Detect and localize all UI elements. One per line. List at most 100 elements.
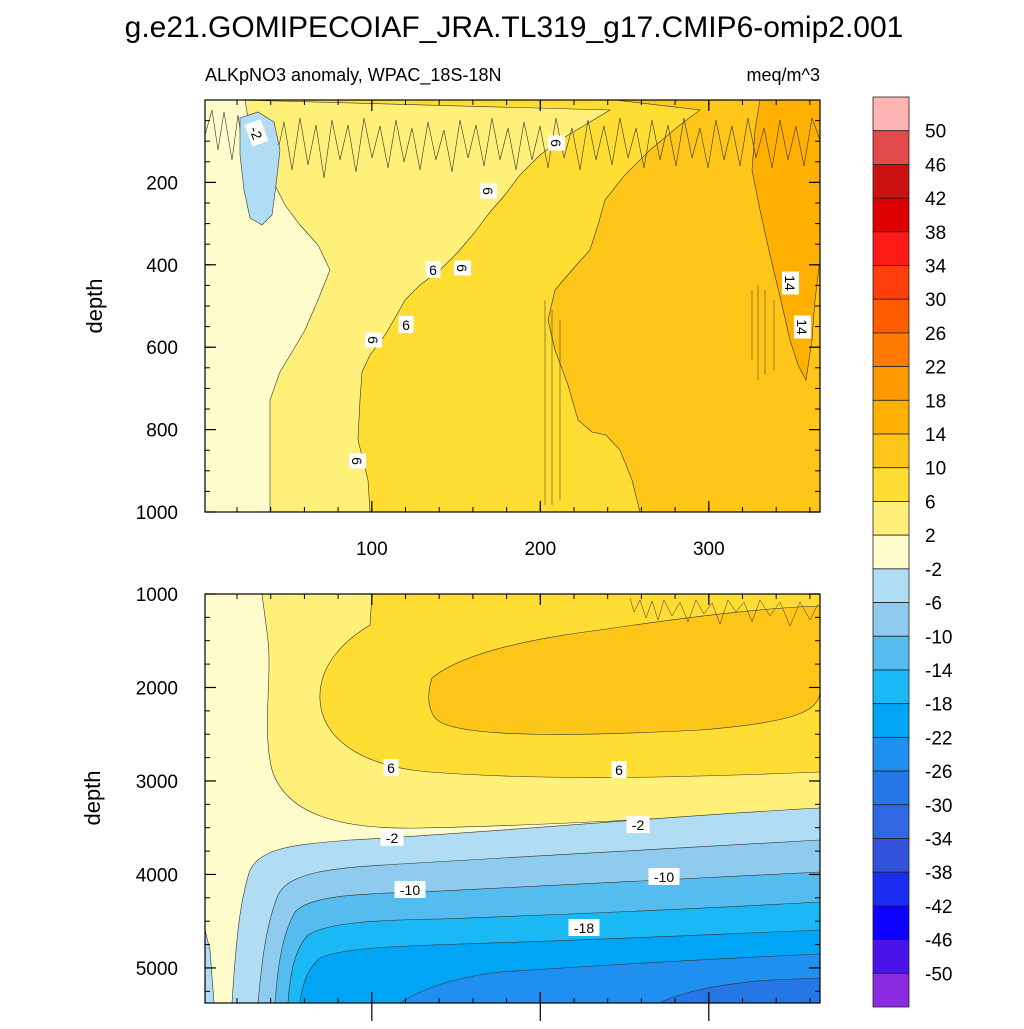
colorbar-box — [872, 770, 910, 806]
colorbar-level-label: -50 — [925, 964, 952, 985]
contour-label-text: 6 — [402, 317, 410, 333]
figure-title: g.e21.GOMIPECOIAF_JRA.TL319_g17.CMIP6-om… — [125, 11, 904, 44]
y-tick-label: 1000 — [136, 503, 178, 524]
colorbar-level-label: 38 — [925, 223, 946, 244]
lower-surface-noise — [629, 597, 819, 627]
colorbar-box — [872, 366, 910, 401]
y-tick-label: 1000 — [136, 585, 178, 606]
upper-surface-noise — [205, 109, 820, 179]
colorbar-level-label: 14 — [925, 425, 947, 446]
colorbar-level-label: 10 — [925, 459, 946, 480]
colorbar-box — [872, 433, 910, 469]
contour-label-text: -2 — [246, 124, 265, 141]
colorbar-box — [872, 736, 910, 772]
contour-label-bg — [480, 183, 497, 199]
colorbar-box — [872, 265, 910, 300]
contour-label: -18 — [568, 919, 600, 936]
y-tick-label: 600 — [146, 338, 178, 359]
contour-label-bg — [394, 881, 426, 898]
colorbar-level-label: -22 — [925, 728, 952, 749]
contour-label-bg — [454, 260, 471, 276]
contour-label-text: 6 — [454, 264, 470, 272]
contour-label-bg — [349, 453, 366, 469]
colorbar-level-label: 2 — [925, 526, 936, 547]
colorbar-level-label: -42 — [925, 897, 952, 918]
contour-label-text: -18 — [574, 920, 594, 936]
contour-label-text: -10 — [400, 882, 420, 898]
colorbar-level-label: 50 — [925, 122, 946, 143]
colorbar-level-label: 18 — [925, 391, 946, 412]
colorbar-level-label: -6 — [925, 594, 942, 615]
colorbar-box — [872, 871, 910, 907]
contour-label-text: -2 — [386, 830, 399, 846]
contour-label-text: 6 — [387, 760, 395, 776]
colorbar-box — [872, 501, 910, 536]
units-label: meq/m^3 — [747, 65, 820, 85]
lower-y-axis-label: depth — [80, 770, 105, 825]
colorbar-box — [872, 332, 910, 368]
contour-label: -2 — [244, 119, 269, 147]
upper-fill-10to14 — [547, 100, 820, 512]
colorbar-level-label: 26 — [925, 324, 946, 345]
lower-plot-frame — [204, 593, 821, 1004]
contour-label: 6 — [365, 332, 382, 348]
y-tick-label: 5000 — [136, 959, 178, 980]
upper-fill-14to18 — [751, 100, 820, 381]
contour-label-text: 6 — [365, 336, 381, 344]
colorbar-level-label: -10 — [925, 627, 952, 648]
y-tick-label: 800 — [146, 421, 178, 442]
upper-y-axis-label: depth — [82, 278, 107, 333]
contour-label: 6 — [398, 316, 414, 333]
contour-label-text: 14 — [794, 319, 810, 335]
contour-label: -2 — [626, 816, 650, 833]
contour-label-bg — [648, 868, 680, 885]
colorbar-level-label: -30 — [925, 796, 952, 817]
colorbar-box — [872, 905, 910, 940]
colorbar-box — [872, 804, 910, 839]
contour-label: 14 — [782, 271, 799, 295]
contour-label: -10 — [394, 881, 426, 898]
colorbar-level-label: -18 — [925, 695, 952, 716]
contour-label-bg — [244, 119, 269, 147]
colorbar-box — [872, 939, 910, 974]
upper-panel: 200 400 600 800 1000 100 200 300 -2 6 6 6 6 6 6 6 14 14… — [82, 99, 821, 560]
colorbar-level-label: -38 — [925, 863, 952, 884]
y-tick-label: 3000 — [136, 772, 178, 793]
colorbar-level-label: 34 — [925, 257, 947, 278]
contour-label: 6 — [611, 761, 627, 778]
contour-label: 6 — [480, 183, 497, 199]
y-tick-label: 200 — [146, 173, 178, 194]
colorbar-box — [872, 96, 910, 132]
colorbar-level-label: -2 — [925, 560, 942, 581]
contour-label-bg — [425, 261, 441, 278]
contour-label-bg — [626, 816, 650, 833]
contour-label-text: 6 — [429, 262, 437, 278]
x-tick-label: 300 — [693, 539, 725, 560]
colorbar-level-label: 30 — [925, 290, 946, 311]
contour-label-bg — [794, 315, 811, 339]
lower-panel: 1000 2000 3000 4000 5000 6 6 -2 -2 -10 -10 -18 dep… — [80, 585, 821, 1021]
lower-fill-10to14 — [428, 605, 820, 735]
colorbar-box — [872, 568, 910, 603]
y-tick-label: 400 — [146, 256, 178, 277]
x-tick-label: 200 — [524, 539, 556, 560]
y-tick-label: 4000 — [136, 865, 178, 886]
contour-label: 6 — [349, 453, 366, 469]
lower-fill-m26tom30 — [659, 977, 820, 1003]
contour-label-text: 6 — [349, 457, 365, 465]
contour-label-bg — [568, 919, 600, 936]
colorbar-box — [872, 298, 910, 334]
contour-label: 6 — [425, 261, 441, 278]
colorbar: 50 46 42 38 34 30 26 22 18 14 10 6 2 -2 -6 -10 -14 -18 -22… — [872, 96, 953, 1008]
colorbar-box — [872, 467, 910, 502]
colorbar-box — [872, 838, 910, 873]
y-tick-label: 2000 — [136, 678, 178, 699]
colorbar-box — [872, 972, 910, 1008]
contour-label-text: 6 — [480, 187, 496, 195]
colorbar-level-label: -26 — [925, 762, 952, 783]
colorbar-box — [872, 703, 910, 738]
colorbar-level-label: -14 — [925, 661, 953, 682]
colorbar-level-label: 6 — [925, 492, 936, 513]
contour-label-text: 6 — [615, 762, 623, 778]
